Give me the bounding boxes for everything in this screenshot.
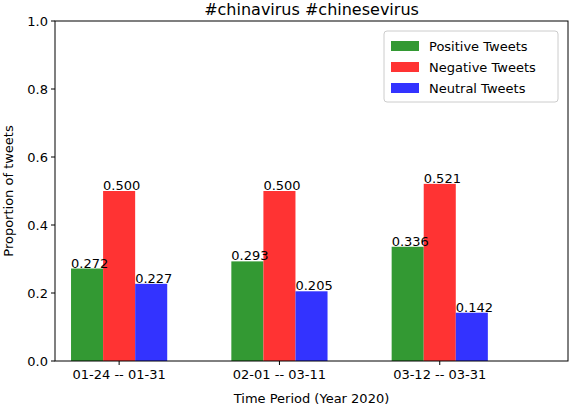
y-tick-label: 0.0 <box>27 354 48 369</box>
data-labels: 0.272 0.293 0.336 0.500 0.500 0.521 0.227 0.205… <box>71 171 493 315</box>
bar <box>424 184 456 361</box>
bar <box>295 291 327 361</box>
data-label: 0.336 <box>392 234 429 249</box>
frame <box>55 21 568 361</box>
x-tick-label: 02-01 -- 03-11 <box>233 367 326 382</box>
x-axis-label: Time Period (Year 2020) <box>233 391 390 406</box>
bar <box>392 247 424 361</box>
x-tick <box>119 361 120 365</box>
x-tick-label: 03-12 -- 03-31 <box>393 367 486 382</box>
y-tick-label: 0.2 <box>27 286 48 301</box>
bar <box>103 191 135 361</box>
legend-swatch <box>391 41 419 51</box>
legend-label: Neutral Tweets <box>429 81 526 96</box>
y-tick-label: 0.4 <box>27 218 48 233</box>
data-label: 0.227 <box>135 271 172 286</box>
data-label: 0.205 <box>295 278 332 293</box>
data-label: 0.500 <box>103 178 140 193</box>
y-tick <box>51 89 55 90</box>
data-label: 0.521 <box>424 171 461 186</box>
data-label: 0.500 <box>263 178 300 193</box>
y-tick-label: 0.6 <box>27 150 48 165</box>
y-tick <box>51 361 55 362</box>
y-tick-label: 1.0 <box>27 14 48 29</box>
bar <box>231 261 263 361</box>
x-tick <box>439 361 440 365</box>
legend-label: Negative Tweets <box>429 60 536 75</box>
x-tick-label: 01-24 -- 01-31 <box>73 367 166 382</box>
data-label: 0.142 <box>456 300 493 315</box>
y-tick-label: 0.8 <box>27 82 48 97</box>
data-label: 0.293 <box>231 248 268 263</box>
bar <box>263 191 295 361</box>
x-tick <box>279 361 280 365</box>
legend: Positive Tweets Negative Tweets Neutral Tw… <box>384 31 558 102</box>
bar <box>456 313 488 361</box>
legend-swatch <box>391 83 419 93</box>
bar <box>135 284 167 361</box>
chart: 0.272 0.293 0.336 0.500 0.500 0.521 0.227 0.205… <box>0 0 570 406</box>
y-tick <box>51 21 55 22</box>
title: #chinavirus #chinesevirus <box>204 0 419 19</box>
y-tick <box>51 293 55 294</box>
legend-swatch <box>391 62 419 72</box>
bars <box>71 184 488 361</box>
bar <box>71 269 103 361</box>
y-tick <box>51 157 55 158</box>
legend-box <box>384 31 558 102</box>
y-axis-label: Proportion of tweets <box>1 125 16 257</box>
legend-label: Positive Tweets <box>429 39 528 54</box>
data-label: 0.272 <box>71 256 108 271</box>
y-tick <box>51 225 55 226</box>
